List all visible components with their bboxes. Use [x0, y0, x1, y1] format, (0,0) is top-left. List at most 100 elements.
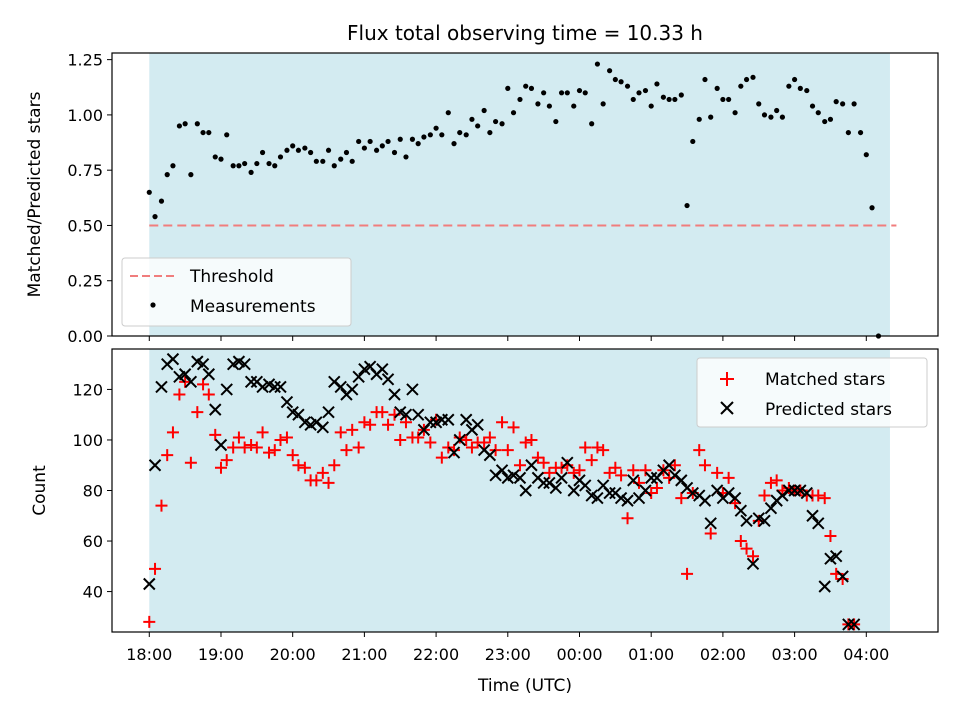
matched-star-point — [328, 459, 341, 472]
matched-star-point — [650, 481, 663, 494]
measurement-point — [523, 83, 529, 89]
measurement-point — [851, 101, 857, 107]
predicted-star-point — [202, 368, 216, 381]
matched-star-point — [483, 431, 496, 444]
measurement-point — [343, 149, 350, 156]
measurement-point — [194, 121, 200, 127]
predicted-star-point — [561, 456, 574, 469]
bottom-y-axis: 40 60 80 100 120 — [72, 380, 112, 602]
x-tick-label: 00:00 — [556, 645, 602, 664]
matched-star-point — [412, 431, 425, 444]
measurement-point — [636, 90, 642, 96]
matched-star-point — [256, 426, 269, 439]
measurement-point — [624, 83, 631, 89]
bottom-panel-counts: 40 60 80 100 120 18:00 19:00 20:00 21:00 22:00 23… — [30, 348, 939, 664]
measurement-point — [170, 163, 176, 169]
matched-star-point — [591, 441, 604, 454]
y-tick-label: 1.00 — [67, 106, 103, 125]
matched-star-point — [465, 441, 478, 454]
matched-star-point — [286, 449, 299, 462]
matched-star-point — [424, 436, 437, 449]
matched-star-point — [184, 456, 197, 469]
predicted-star-point — [788, 484, 801, 497]
predicted-star-point — [806, 509, 819, 522]
measurement-point — [409, 136, 416, 142]
measurement-point — [804, 87, 810, 94]
y-tick-label: 0.25 — [67, 272, 103, 291]
predicted-star-point — [842, 618, 855, 631]
matched-star-point — [334, 426, 347, 439]
matched-star-point — [585, 454, 598, 467]
matched-star-point — [298, 461, 311, 474]
measurement-point — [397, 136, 403, 142]
matched-star-point — [543, 466, 556, 479]
matched-star-point — [681, 567, 694, 580]
matched-star-point — [639, 464, 652, 477]
measurement-point — [714, 85, 720, 91]
predicted-star-point — [214, 438, 228, 452]
matched-star-point — [818, 492, 831, 505]
measurement-point — [338, 156, 344, 162]
matched-star-point — [316, 466, 329, 479]
x-tick-label: 02:00 — [700, 645, 746, 664]
measurement-point — [654, 81, 660, 87]
measurement-point — [379, 143, 385, 149]
top-y-axis: 0.00 0.25 0.50 0.75 1.00 1.25 — [67, 51, 112, 346]
measurement-point — [415, 141, 421, 147]
measurement-point — [743, 76, 750, 83]
matched-star-point — [197, 378, 210, 391]
measurement-point — [708, 114, 714, 120]
predicted-star-point — [537, 476, 550, 490]
measurement-point — [546, 103, 552, 109]
predicted-star-point — [555, 471, 568, 485]
predicted-star-point — [352, 370, 365, 384]
predicted-star-point — [698, 494, 712, 507]
measurement-point — [313, 158, 319, 164]
x-tick-label: 19:00 — [198, 645, 244, 664]
measurement-point — [295, 147, 302, 153]
predicted-star-point — [411, 408, 425, 421]
matched-star-point — [435, 451, 448, 464]
matched-star-point — [340, 444, 353, 457]
measurement-point — [571, 103, 577, 109]
measurement-point — [505, 85, 511, 91]
measurements-legend-label: Measurements — [190, 297, 316, 317]
matched-star-point — [232, 431, 245, 444]
measurement-point — [618, 79, 624, 85]
predicted-star-point — [549, 481, 563, 495]
predicted-star-point — [471, 418, 484, 432]
measurement-point — [607, 68, 613, 74]
predicted-star-point — [381, 373, 395, 386]
measurement-point — [152, 214, 158, 220]
measurement-point — [541, 90, 547, 96]
matched-star-point — [573, 464, 586, 477]
matched-star-point — [245, 439, 258, 452]
measurement-point — [582, 90, 588, 96]
predicted-star-point — [782, 484, 796, 497]
measurement-point — [499, 121, 505, 127]
matched-star-point — [615, 469, 628, 482]
matched-star-point — [675, 492, 688, 505]
matched-star-point — [603, 466, 616, 479]
measurement-point — [678, 92, 684, 98]
measurement-point — [690, 138, 696, 145]
measurement-point — [331, 163, 337, 169]
matched-star-point — [836, 572, 849, 585]
y-tick-label: 120 — [72, 380, 103, 399]
matched-star-point — [250, 441, 263, 454]
predicted-star-point — [662, 459, 676, 472]
measurement-point — [445, 110, 451, 116]
matched-star-point — [292, 459, 305, 472]
matched-star-point — [627, 464, 640, 477]
matched-star-point — [531, 451, 544, 464]
predicted-star-point — [740, 514, 753, 528]
predicted-star-point — [280, 395, 294, 409]
matched-star-point — [399, 416, 412, 429]
measurement-point — [272, 163, 278, 169]
measurement-point — [815, 110, 821, 116]
x-tick-label: 04:00 — [843, 645, 889, 664]
measurement-point — [230, 163, 236, 169]
measurements-legend-swatch — [150, 302, 156, 308]
threshold-legend-label: Threshold — [189, 267, 274, 287]
